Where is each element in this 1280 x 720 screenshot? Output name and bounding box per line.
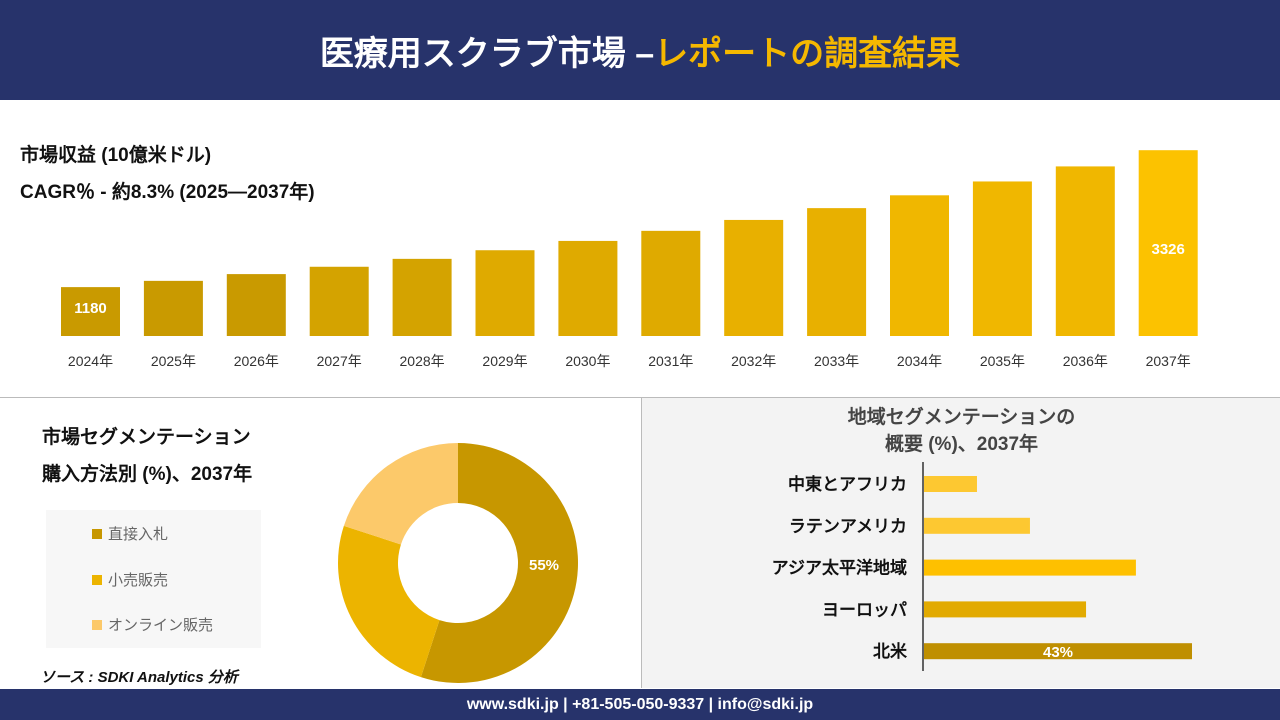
bar — [924, 643, 1192, 660]
legend-swatch — [92, 619, 102, 630]
title-accent: レポートの調査結果 — [654, 34, 961, 73]
donut-legend — [46, 510, 261, 648]
data-label: 43% — [1043, 644, 1073, 661]
bar — [143, 280, 203, 336]
bar — [807, 208, 867, 336]
y-tick-label: ラテンアメリカ — [789, 517, 907, 536]
legend-label: 直接入札 — [108, 526, 169, 543]
y-tick-label: 北米 — [873, 641, 908, 661]
x-tick-label: 2028年 — [400, 353, 445, 369]
region-title: 地域セグメンテーションの 概要 (%)、2037年 — [642, 404, 1280, 458]
x-tick-label: 2026年 — [234, 353, 279, 369]
data-label: 1180 — [74, 300, 107, 317]
segment-subtitle: 購入方法別 (%)、2037年 — [42, 464, 253, 485]
x-tick-label: 2024年 — [68, 353, 113, 369]
bar — [924, 476, 977, 492]
cagr-label: CAGR％ - 約8.3% (2025―2037年) — [20, 182, 315, 203]
x-tick-label: 2025年 — [151, 353, 196, 369]
x-tick-label: 2027年 — [317, 353, 362, 369]
legend-item: 直接入札 — [92, 523, 168, 544]
bar — [924, 559, 1136, 576]
x-tick-label: 2032年 — [731, 353, 776, 369]
bar — [890, 195, 949, 336]
donut-slice — [343, 443, 458, 545]
donut-slice — [338, 525, 440, 678]
x-tick-label: 2034年 — [897, 353, 942, 369]
region-title-line2: 概要 (%)、2037年 — [884, 434, 1039, 455]
purchase-donut-chart: 55% — [338, 443, 578, 683]
source-note: ソース : SDKI Analytics 分析 — [40, 669, 238, 686]
bar — [1138, 150, 1198, 336]
bar — [924, 517, 1030, 534]
revenue-bar-chart: 2024年 1180 2025年 2026年 2027年 2028年 2029年 2030年 2… — [61, 150, 1198, 369]
x-tick-label: 2037年 — [1146, 353, 1191, 369]
donut-slice — [420, 443, 578, 683]
bar — [724, 219, 784, 336]
bar — [641, 230, 701, 336]
title-main: 医療用スクラブ市場 – — [319, 34, 655, 73]
footer-contact: www.sdki.jp | +81-505-050-9337 | info@sd… — [0, 689, 1280, 720]
y-tick-label: ヨーロッパ — [822, 600, 907, 619]
legend-swatch — [92, 528, 102, 539]
bar — [475, 250, 535, 336]
region-title-line1: 地域セグメンテーションの — [847, 407, 1076, 428]
y-tick-label: 中東とアフリカ — [788, 474, 907, 494]
segment-title: 市場セグメンテーション — [42, 427, 251, 448]
y-tick-label: アジア太平洋地域 — [772, 558, 907, 578]
bar — [1055, 166, 1115, 336]
header: 医療用スクラブ市場 – レポートの調査結果 — [0, 0, 1280, 100]
legend-item: 小売販売 — [92, 569, 168, 590]
x-tick-label: 2030年 — [565, 353, 610, 369]
x-tick-label: 2029年 — [482, 353, 527, 369]
data-label: 3326 — [1152, 241, 1185, 258]
bar — [972, 181, 1032, 336]
x-tick-label: 2036年 — [1063, 353, 1108, 369]
x-tick-label: 2031年 — [648, 353, 693, 369]
revenue-label: 市場収益 (10億米ドル) — [20, 145, 212, 166]
region-panel: 地域セグメンテーションの 概要 (%)、2037年 中東とアフリカ ラテンアメリカア… — [641, 398, 1280, 688]
bar — [924, 601, 1087, 618]
x-tick-label: 2035年 — [980, 353, 1025, 369]
bar — [392, 258, 452, 336]
legend-label: 小売販売 — [108, 572, 169, 589]
bar — [558, 240, 618, 336]
bar — [226, 274, 286, 336]
legend-swatch — [92, 574, 102, 585]
bar — [309, 266, 369, 336]
data-label: 55% — [529, 557, 559, 574]
bar — [61, 287, 120, 336]
legend-item: オンライン販売 — [92, 614, 213, 635]
divider — [0, 397, 1280, 398]
legend-label: オンライン販売 — [108, 617, 214, 634]
x-tick-label: 2033年 — [814, 353, 859, 369]
